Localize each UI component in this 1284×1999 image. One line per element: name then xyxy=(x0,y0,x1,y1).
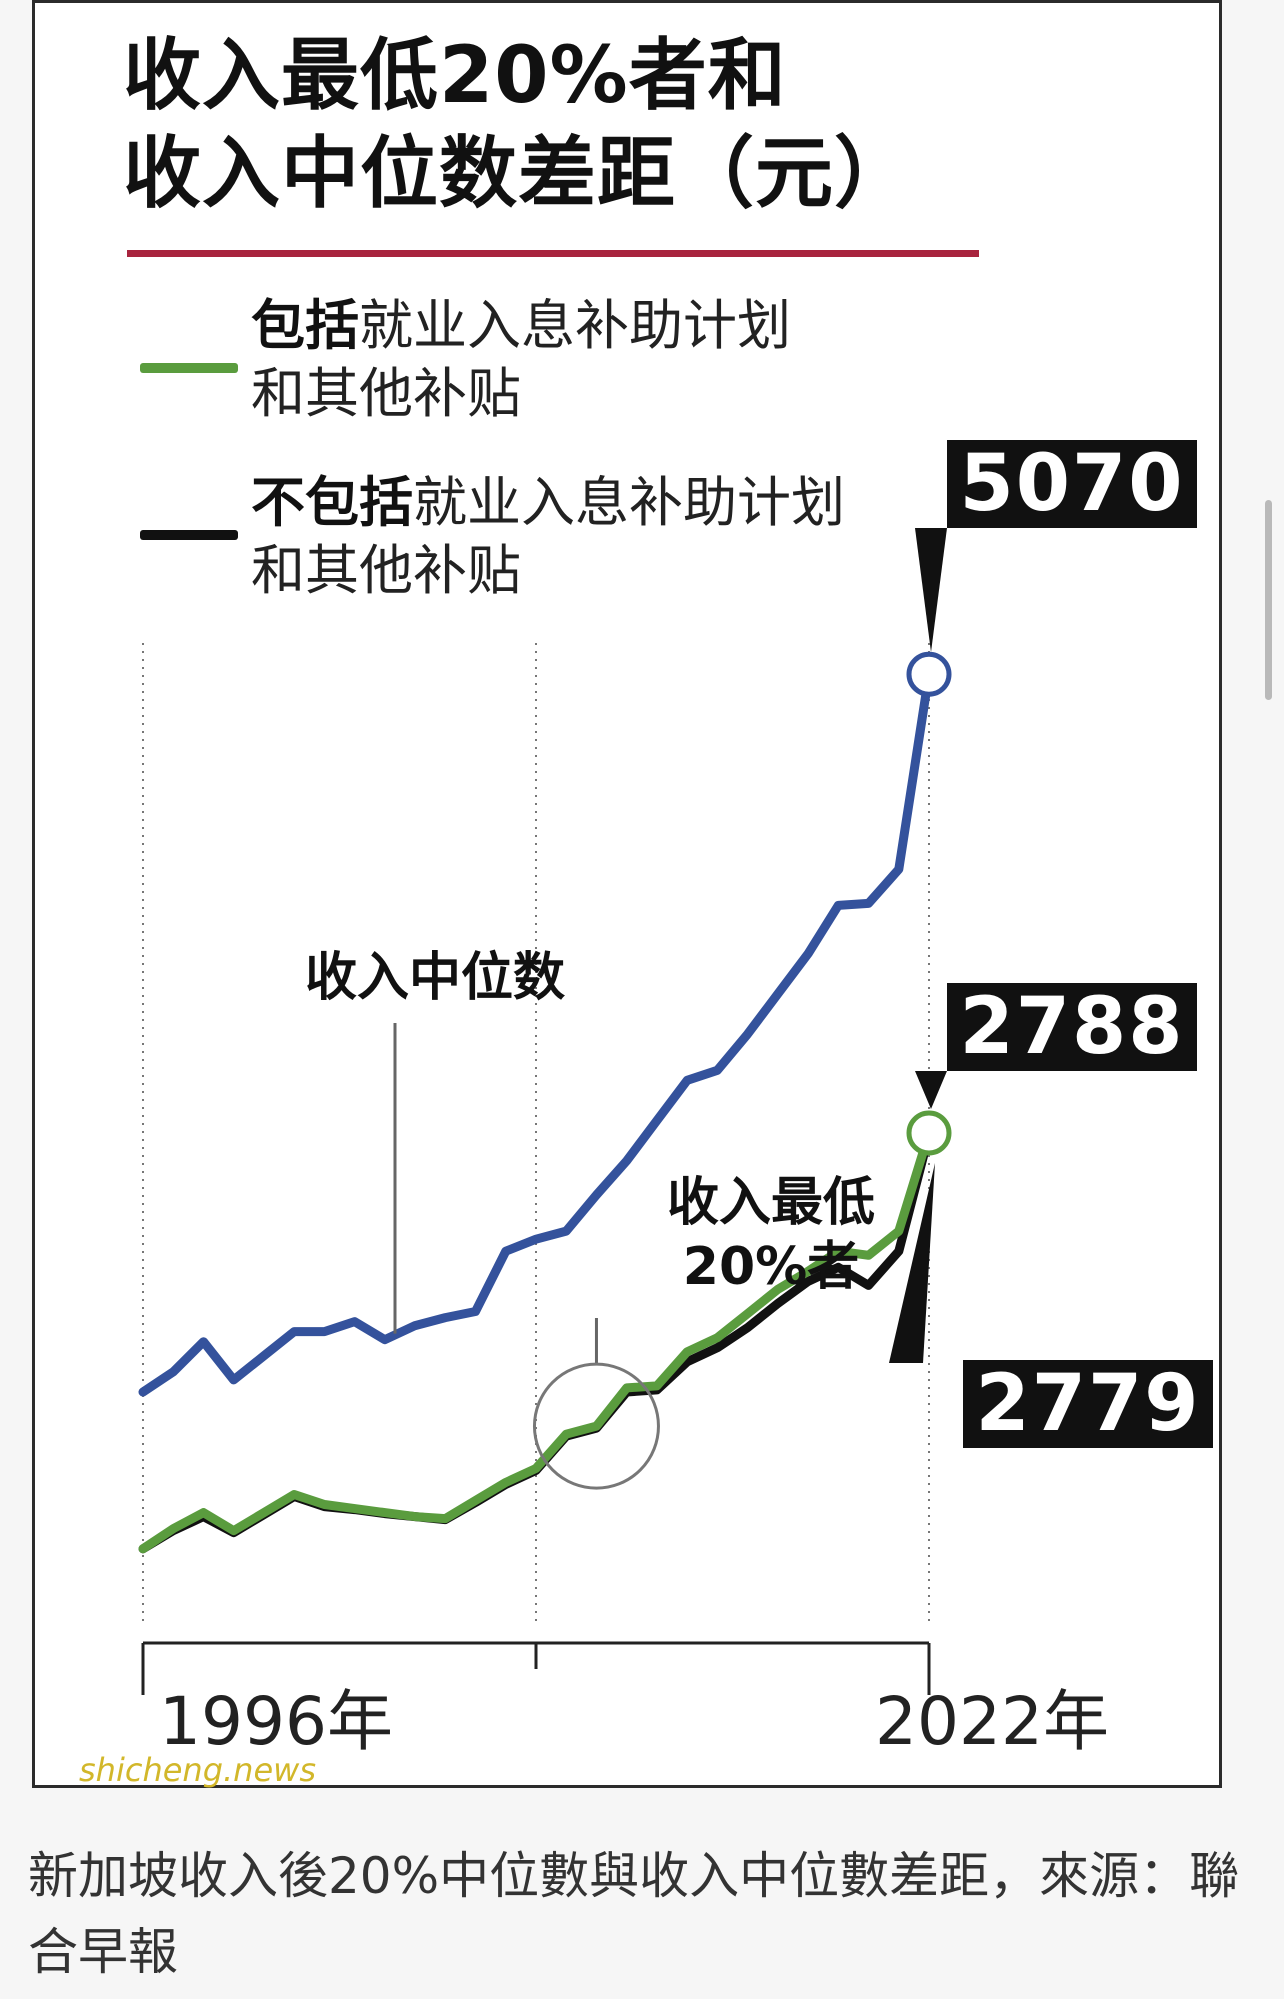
watermark: shicheng.news xyxy=(79,1751,316,1789)
callout-pointer-with-support xyxy=(915,1071,947,1110)
legend-swatch-without-support xyxy=(140,530,238,540)
end-point-median xyxy=(906,651,952,697)
callout-with-support-2788: 2788 xyxy=(947,983,1197,1071)
lowest-20-series-label: 收入最低 20%者 xyxy=(667,1171,875,1299)
legend-swatch-with-support xyxy=(140,363,238,373)
title-underline xyxy=(127,250,979,257)
x-tick-label-start: 1996年 xyxy=(159,1683,393,1760)
legend-with-support-bold: 包括 xyxy=(251,294,359,357)
callout-pointer-without-support xyxy=(889,1163,935,1363)
end-point-with-support xyxy=(906,1110,952,1156)
legend-label-with-support: 包括就业入息补助计划 和其他补贴 xyxy=(251,292,791,428)
chart-title: 收入最低20%者和 收入中位数差距（元） xyxy=(123,27,913,223)
legend-without-support-bold: 不包括 xyxy=(251,471,413,534)
callout-median-5070: 5070 xyxy=(947,440,1197,528)
legend-with-support-text2: 和其他补贴 xyxy=(251,362,521,425)
line-median xyxy=(138,669,934,1397)
callout-pointer-median xyxy=(915,528,947,653)
lowest-20-label-line-1: 收入最低 xyxy=(667,1173,876,1233)
image-caption: 新加坡收入後20%中位數與收入中位數差距，來源：聯合早報 xyxy=(28,1847,1240,1981)
title-line-2: 收入中位数差距（元） xyxy=(123,129,914,219)
chart-figure: 收入最低20%者和 收入中位数差距（元） 包括就业入息补助计划 和其他补贴 不包… xyxy=(32,0,1222,1789)
highlight-circle-lowest xyxy=(532,1362,660,1490)
title-line-1: 收入最低20%者和 xyxy=(123,31,787,121)
chart-plot xyxy=(138,528,952,1695)
scrollbar[interactable] xyxy=(1265,500,1272,700)
lowest-20-label-line-2: 20%者 xyxy=(682,1237,860,1297)
legend-with-support-text: 就业入息补助计划 xyxy=(359,294,791,357)
line-with-support xyxy=(138,1128,934,1554)
x-tick-label-end: 2022年 xyxy=(875,1683,1109,1760)
legend-without-support-text: 就业入息补助计划 xyxy=(413,471,845,534)
median-series-label: 收入中位数 xyxy=(305,948,566,1008)
legend-without-support-text2: 和其他补贴 xyxy=(251,539,521,602)
callout-without-support-2779: 2779 xyxy=(963,1360,1213,1448)
legend-label-without-support: 不包括就业入息补助计划 和其他补贴 xyxy=(251,469,845,605)
